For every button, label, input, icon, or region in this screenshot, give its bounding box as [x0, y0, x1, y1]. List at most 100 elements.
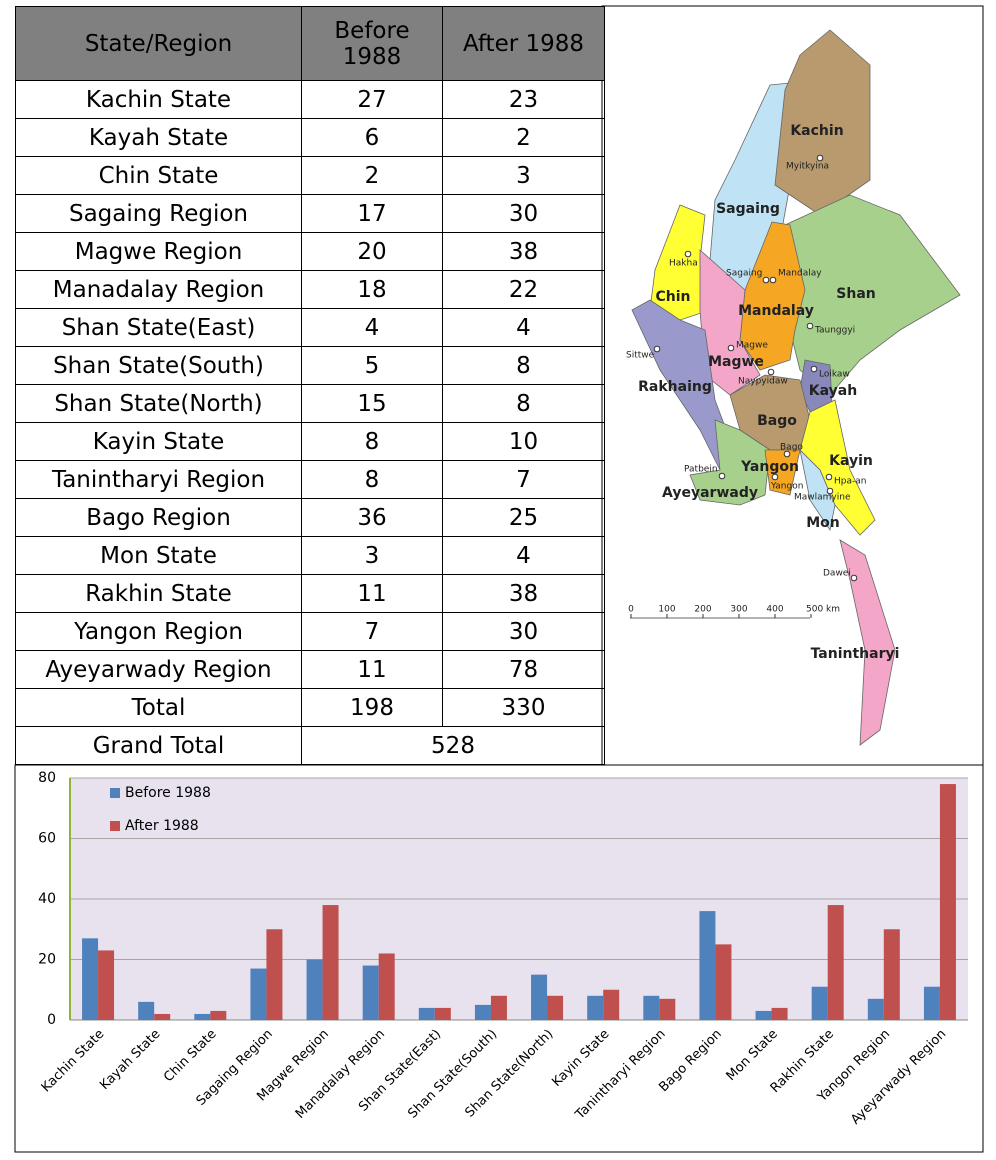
- table-cell: Mon State: [15, 536, 302, 575]
- scale-label: 300: [730, 605, 747, 615]
- bar: [699, 911, 716, 1020]
- y-tick-label: 60: [38, 831, 56, 847]
- table-cell: 4: [301, 308, 443, 347]
- legend-swatch: [110, 788, 120, 798]
- region-shape: [839, 539, 896, 746]
- region-label: Rakhaing: [638, 379, 712, 395]
- table-row: Chin State 2 3: [15, 156, 605, 195]
- y-tick-label: 0: [47, 1012, 56, 1028]
- table-cell: 38: [442, 232, 605, 271]
- bar: [250, 968, 267, 1020]
- table-row: Mon State 3 4: [15, 536, 605, 575]
- region-label: Yangon: [740, 459, 799, 475]
- city-dot: [806, 322, 814, 330]
- table-row: Bago Region 36 25: [15, 498, 605, 537]
- table-row: Tanintharyi Region 8 7: [15, 460, 605, 499]
- table-cell: 30: [442, 194, 605, 233]
- table-cell: 10: [442, 422, 605, 461]
- table-cell: 6: [301, 118, 443, 157]
- table-cell: Kayah State: [15, 118, 302, 157]
- bar: [98, 950, 115, 1020]
- header-row: State/Region Before 1988 After 1988: [15, 6, 605, 81]
- city-label: Hpa-an: [834, 477, 866, 487]
- table-row: Sagaing Region 17 30: [15, 194, 605, 233]
- table-row: Shan State(East) 4 4: [15, 308, 605, 347]
- region-label: Mandalay: [738, 303, 814, 319]
- bar: [587, 995, 604, 1020]
- table-cell: 15: [301, 384, 443, 423]
- table-cell: Bago Region: [15, 498, 302, 537]
- bar: [547, 995, 564, 1020]
- bar: [643, 995, 660, 1020]
- table-cell: 330: [442, 688, 605, 727]
- city-dot: [762, 276, 770, 284]
- table-cell: 27: [301, 80, 443, 119]
- table-row: Total 198 330: [15, 688, 605, 727]
- city-label: Mawlamyine: [794, 493, 851, 503]
- city-label: Sagaing: [726, 269, 762, 279]
- region-label: Mon: [806, 515, 840, 531]
- table-cell: Tanintharyi Region: [15, 460, 302, 499]
- city-label: Yangon: [770, 482, 803, 492]
- city-dot: [783, 450, 791, 458]
- table-cell: 8: [301, 422, 443, 461]
- bar: [194, 1013, 211, 1020]
- bar: [659, 998, 676, 1020]
- table-cell: Kachin State: [15, 80, 302, 119]
- legend-swatch: [110, 821, 120, 831]
- region-label: Shan: [836, 286, 875, 302]
- region-shape: [764, 449, 801, 496]
- region-label: Kayah: [809, 383, 857, 399]
- table-cell: Ayeyarwady Region: [15, 650, 302, 689]
- table-cell: Chin State: [15, 156, 302, 195]
- bar: [210, 1010, 227, 1020]
- city-dot: [653, 345, 661, 353]
- table-cell: 528: [301, 726, 605, 765]
- table-cell: Sagaing Region: [15, 194, 302, 233]
- table-cell: 7: [301, 612, 443, 651]
- table-cell: Rakhin State: [15, 574, 302, 613]
- city-label: Hakha: [669, 259, 698, 269]
- table-row: Manadalay Region 18 22: [15, 270, 605, 309]
- scale-label: 200: [694, 605, 711, 615]
- table-cell: Kayin State: [15, 422, 302, 461]
- table-cell: 4: [442, 536, 605, 575]
- region-label: Magwe: [708, 354, 764, 370]
- city-dot: [825, 473, 833, 481]
- table-cell: 38: [442, 574, 605, 613]
- table-row: Shan State(North) 15 8: [15, 384, 605, 423]
- bar: [939, 784, 956, 1020]
- city-label: Loikaw: [819, 370, 850, 380]
- table-cell: 8: [442, 346, 605, 385]
- table-row: Kachin State 27 23: [15, 80, 605, 119]
- city-dot: [727, 344, 735, 352]
- city-label: Naypyidaw: [738, 377, 788, 387]
- table-cell: 4: [442, 308, 605, 347]
- header-cell: Before 1988: [301, 6, 443, 81]
- city-label: Magwe: [736, 341, 768, 351]
- bar: [490, 995, 507, 1020]
- scale-label: 0: [628, 605, 634, 615]
- city-label: Mandalay: [778, 269, 822, 279]
- legend-label: Before 1988: [125, 785, 211, 801]
- table-row: Shan State(South) 5 8: [15, 346, 605, 385]
- grand-total-row: Grand Total 528: [15, 726, 605, 765]
- table-cell: 8: [442, 384, 605, 423]
- bar: [923, 986, 940, 1020]
- city-label: Patbein: [684, 465, 718, 475]
- table-cell: 7: [442, 460, 605, 499]
- table-cell: Shan State(East): [15, 308, 302, 347]
- table-cell: Yangon Region: [15, 612, 302, 651]
- y-tick-label: 80: [38, 770, 56, 786]
- bar: [266, 929, 283, 1020]
- table-cell: Grand Total: [15, 726, 302, 765]
- bar: [418, 1007, 435, 1020]
- city-label: Sittwe: [626, 351, 655, 361]
- map-labels: Kachin Sagaing Chin Shan Mandalay Magwe Rakhai…: [626, 123, 899, 662]
- city-dot: [826, 487, 834, 495]
- table-cell: 11: [301, 574, 443, 613]
- bar: [82, 938, 99, 1020]
- bar: [603, 989, 620, 1020]
